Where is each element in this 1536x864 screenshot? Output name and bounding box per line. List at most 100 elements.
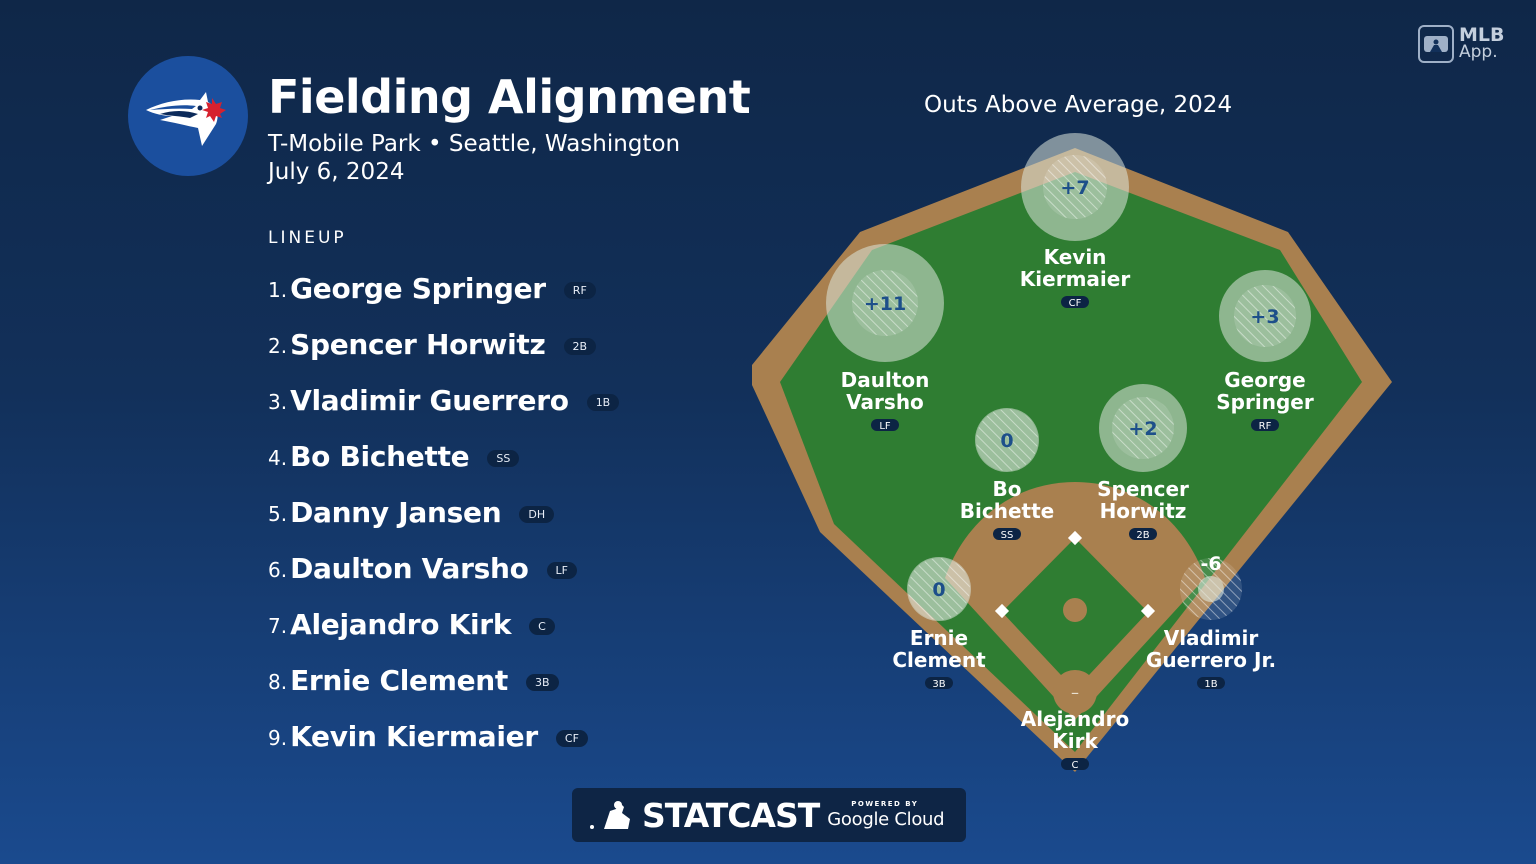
google-cloud-text: Google Cloud <box>827 809 945 830</box>
position-c: – Alejandro Kirk C <box>1021 683 1129 771</box>
position-badge: 1B <box>586 393 620 411</box>
oaa-value: – <box>1071 683 1079 702</box>
position-1b: -6 Vladimir Guerrero Jr. 1B <box>1146 553 1276 690</box>
statcast-wordmark: STATCAST <box>642 795 820 835</box>
statcast-banner: STATCAST POWERED BY Google Cloud <box>572 788 966 842</box>
player-label: Kirk <box>1052 729 1098 753</box>
mlb-logo-icon <box>1418 25 1454 63</box>
oaa-value: -6 <box>1200 553 1221 575</box>
player-name: George Springer <box>290 271 546 305</box>
batting-order-number: 5. <box>268 502 288 526</box>
team-logo <box>128 56 248 176</box>
position-badge <box>993 528 1021 540</box>
player-name: Ernie Clement <box>290 663 509 697</box>
third-base <box>994 603 1010 619</box>
position-badge: RF <box>563 281 596 299</box>
position-2b: +2 Spencer Horwitz 2B <box>1097 384 1189 541</box>
player-name: Danny Jansen <box>290 495 502 529</box>
position-badge: LF <box>546 561 578 579</box>
lineup-row: 1. George Springer RF <box>268 260 619 316</box>
player-label: Ernie <box>910 626 968 650</box>
position-rf: +3 George Springer RF <box>1216 270 1314 432</box>
position-badge: CF <box>555 729 588 747</box>
position-badge: 2B <box>563 337 597 355</box>
player-label: Varsho <box>846 390 924 414</box>
position-badge <box>925 677 953 689</box>
player-name: Vladimir Guerrero <box>290 383 569 417</box>
player-name: Daulton Varsho <box>290 551 529 585</box>
player-label: Springer <box>1216 390 1314 414</box>
batting-order-number: 1. <box>268 278 288 302</box>
position-badge: SS <box>487 449 520 467</box>
oaa-value: +2 <box>1128 418 1157 440</box>
game-info: T-Mobile Park • Seattle, Washington July… <box>268 130 680 186</box>
lineup-row: 2. Spencer Horwitz 2B <box>268 316 619 372</box>
field-title: Outs Above Average, 2024 <box>924 92 1233 118</box>
oaa-value: 0 <box>932 579 945 601</box>
position-badge <box>1129 528 1157 540</box>
position-ss: 0 Bo Bichette SS <box>960 408 1054 541</box>
oaa-bubble-core <box>1112 397 1174 459</box>
position-badge-text: CF <box>1069 298 1082 309</box>
oaa-bubble-core <box>1043 155 1107 219</box>
batting-order-number: 6. <box>268 558 288 582</box>
page-title: Fielding Alignment <box>268 70 751 124</box>
oaa-value: 0 <box>1000 430 1013 452</box>
home-plate-circle <box>1053 670 1097 714</box>
player-label: Guerrero Jr. <box>1146 648 1276 672</box>
position-badge: DH <box>519 505 555 523</box>
batting-order-number: 3. <box>268 390 288 414</box>
position-badge-text: LF <box>879 421 891 432</box>
oaa-value: +7 <box>1060 177 1089 199</box>
position-badge-text: 3B <box>932 679 945 690</box>
lineup-row: 6. Daulton Varsho LF <box>268 540 619 596</box>
lineup-row: 3. Vladimir Guerrero 1B <box>268 372 620 428</box>
player-name: Kevin Kiermaier <box>290 719 538 753</box>
pitchers-mound <box>1063 598 1087 622</box>
oaa-value: +11 <box>864 293 906 315</box>
player-label: Spencer <box>1097 477 1189 501</box>
batting-order-number: 8. <box>268 670 288 694</box>
second-base <box>1067 530 1083 546</box>
oaa-value: +3 <box>1250 306 1279 328</box>
position-badge-text: 2B <box>1136 530 1149 541</box>
lineup-row: 9. Kevin Kiermaier CF <box>268 708 619 764</box>
player-name: Spencer Horwitz <box>290 327 546 361</box>
position-badge-text: RF <box>1259 421 1272 432</box>
lineup-list: 1. George Springer RF 2. Spencer Horwitz… <box>268 260 620 764</box>
lineup-row: 5. Danny Jansen DH <box>268 484 619 540</box>
position-badge <box>1251 419 1279 431</box>
batting-order-number: 7. <box>268 614 288 638</box>
player-label: Bo <box>993 477 1022 501</box>
player-label: George <box>1224 368 1305 392</box>
venue-text: T-Mobile Park • Seattle, Washington <box>268 131 681 157</box>
position-badge <box>871 419 899 431</box>
oaa-bubble-core <box>976 409 1038 471</box>
position-lf: +11 Daulton Varsho LF <box>826 244 944 432</box>
mlb-batter-icon <box>590 801 630 829</box>
blue-jay-icon <box>146 92 226 146</box>
position-badge-text: C <box>1072 760 1079 771</box>
player-name: Bo Bichette <box>290 439 470 473</box>
player-name: Alejandro Kirk <box>290 607 512 641</box>
batting-order-number: 2. <box>268 334 288 358</box>
position-badge: C <box>529 617 555 635</box>
position-cf: +7 Kevin Kiermaier CF <box>1020 133 1131 309</box>
lineup-row: 4. Bo Bichette SS <box>268 428 619 484</box>
position-badge <box>1197 677 1225 689</box>
player-label: Vladimir <box>1164 626 1259 650</box>
position-badge <box>1061 758 1089 770</box>
batting-order-number: 4. <box>268 446 288 470</box>
player-label: Kiermaier <box>1020 267 1131 291</box>
batting-order-number: 9. <box>268 726 288 750</box>
player-label: Horwitz <box>1100 499 1187 523</box>
position-badge-text: 1B <box>1204 679 1217 690</box>
position-badge-text: SS <box>1001 530 1014 541</box>
first-base <box>1140 603 1156 619</box>
player-label: Daulton <box>841 368 930 392</box>
oaa-bubble <box>1198 576 1224 602</box>
oaa-bubble-core <box>908 558 970 620</box>
lineup-row: 7. Alejandro Kirk C <box>268 596 619 652</box>
mlb-app-badge: MLB App. <box>1418 24 1518 64</box>
oaa-bubble-core <box>852 270 918 336</box>
